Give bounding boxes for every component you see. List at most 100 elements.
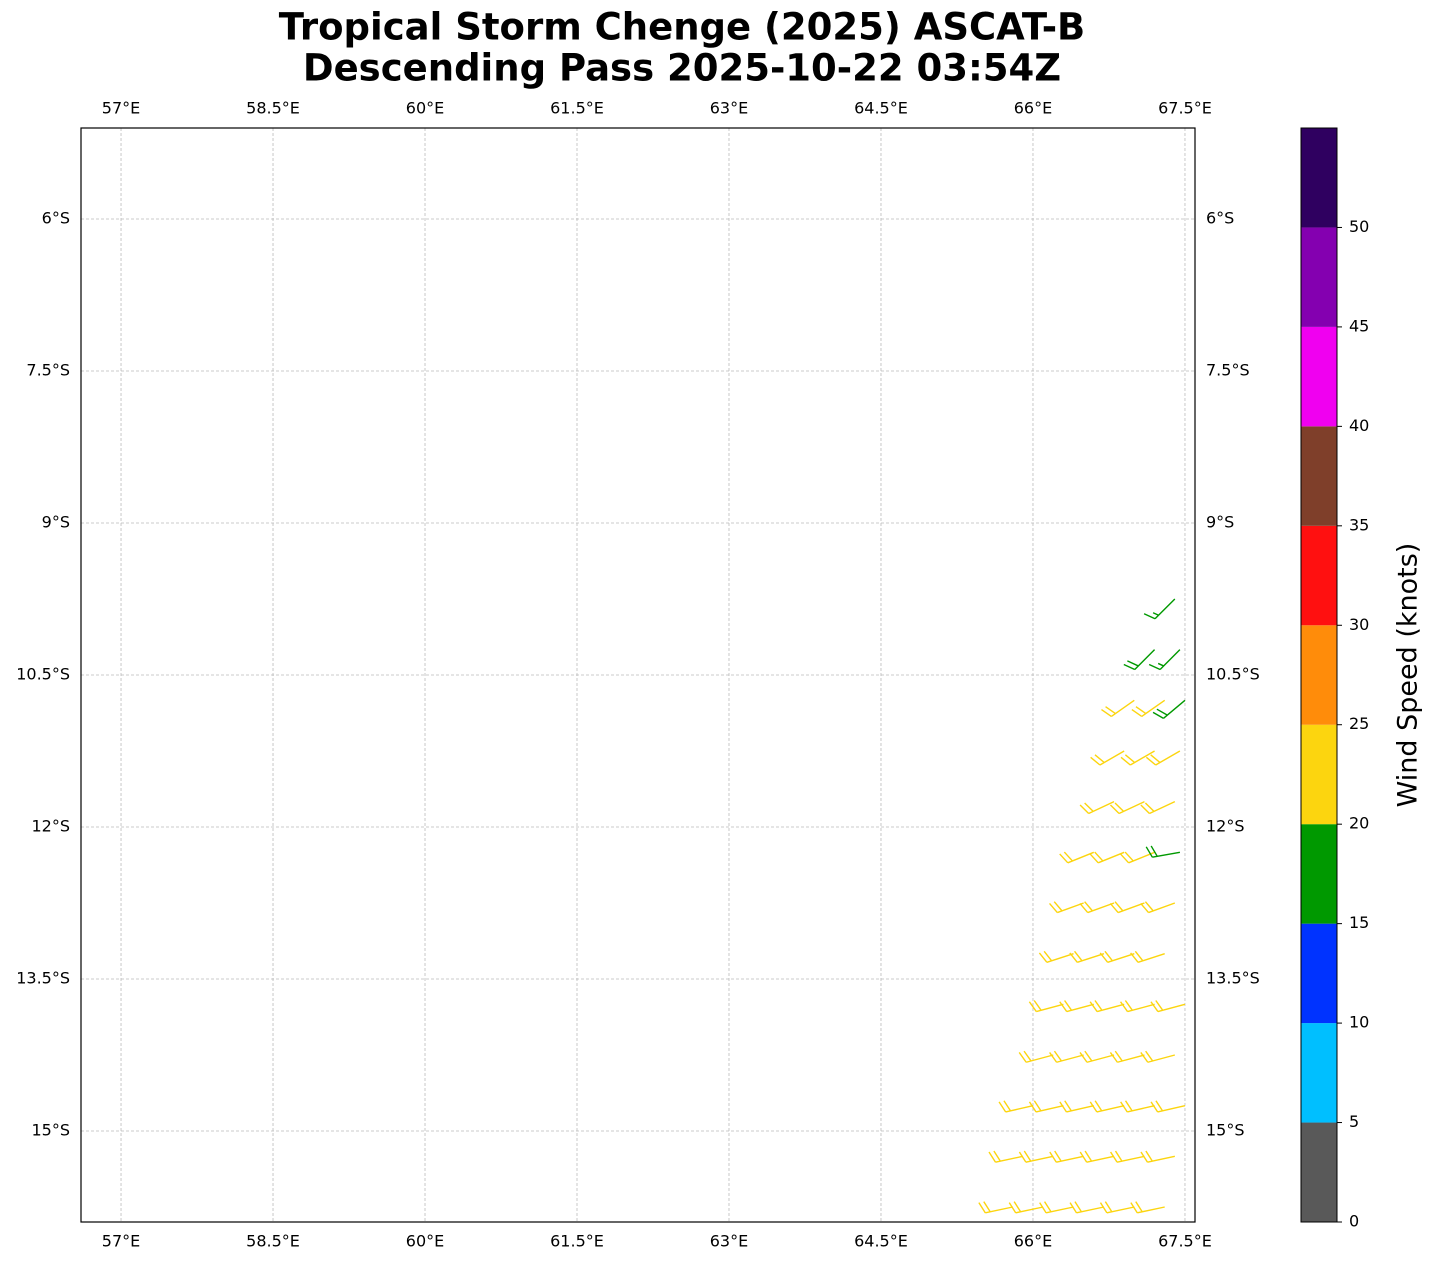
wind-barb	[1109, 801, 1145, 815]
colorbar-label: Wind Speed (knots)	[1393, 543, 1424, 808]
colorbar-tick-label: 50	[1349, 217, 1369, 236]
wind-barb	[1079, 1150, 1115, 1163]
wind-barb	[1152, 699, 1186, 719]
wind-barb	[1090, 750, 1125, 766]
x-tick-label: 67.5°E	[1158, 1232, 1212, 1251]
wind-barb	[1089, 1000, 1125, 1013]
wind-barb	[1039, 1201, 1074, 1214]
wind-barb	[1140, 801, 1176, 815]
wind-barb	[1110, 1150, 1145, 1163]
x-tick-label: 58.5°E	[246, 1232, 300, 1251]
wind-barb	[1059, 1000, 1094, 1013]
colorbar-frame	[1300, 127, 1338, 1223]
wind-barb	[1089, 1100, 1125, 1113]
colorbar-tick-label: 0	[1349, 1212, 1359, 1231]
wind-barb	[1028, 1100, 1064, 1113]
wind-barb	[1145, 750, 1181, 766]
colorbar-tick-label: 10	[1349, 1013, 1369, 1032]
wind-barb	[1109, 901, 1145, 914]
colorbar-segment	[1301, 525, 1337, 626]
colorbar-tick-label: 25	[1349, 714, 1369, 733]
wind-barb	[1038, 950, 1074, 963]
colorbar-segment	[1301, 923, 1337, 1024]
wind-barb	[1069, 950, 1105, 963]
wind-barb	[1059, 851, 1095, 864]
y-tick-label: 10.5°S	[16, 665, 70, 684]
x-tick-label: 66°E	[1014, 1232, 1052, 1251]
x-tick-label: 61.5°E	[550, 99, 604, 118]
plot-frame	[80, 127, 1196, 1223]
x-tick-label: 67.5°E	[1158, 99, 1212, 118]
colorbar-tick-label: 20	[1349, 814, 1369, 833]
y-tick-label: 6°S	[42, 208, 70, 227]
x-tick-label: 57°E	[102, 99, 140, 118]
colorbar-tick-label: 15	[1349, 913, 1369, 932]
y-tick-label: 12°S	[1206, 817, 1245, 836]
wind-barb	[1069, 1201, 1105, 1214]
wind-barb	[988, 1150, 1023, 1163]
y-tick-label: 13.5°S	[16, 969, 70, 988]
wind-barb	[1140, 1050, 1176, 1063]
x-tick-label: 64.5°E	[854, 99, 908, 118]
x-tick-label: 61.5°E	[550, 1232, 604, 1251]
wind-barb	[1101, 699, 1135, 717]
x-tick-label: 63°E	[710, 1232, 748, 1251]
wind-barb	[1150, 1000, 1186, 1013]
wind-barb	[1099, 950, 1135, 963]
x-tick-label: 60°E	[406, 1232, 444, 1251]
wind-barb	[1018, 1050, 1054, 1063]
x-tick-label: 64.5°E	[854, 1232, 908, 1251]
y-tick-label: 9°S	[42, 512, 70, 531]
y-tick-label: 15°S	[1206, 1121, 1245, 1140]
wind-barb	[1148, 649, 1181, 671]
wind-barb	[1109, 1050, 1145, 1063]
wind-barb	[1140, 901, 1176, 914]
colorbar-segment	[1301, 1023, 1337, 1123]
colorbar-tick-label: 30	[1349, 615, 1369, 634]
wind-barb	[1130, 1201, 1165, 1214]
y-tick-label: 7.5°S	[26, 360, 70, 379]
y-tick-label: 12°S	[31, 817, 70, 836]
x-tick-label: 58.5°E	[246, 99, 300, 118]
wind-barb	[1018, 1150, 1054, 1163]
wind-barb	[1143, 598, 1176, 620]
chart-title: Tropical Storm Chenge (2025) ASCAT-B	[279, 6, 1086, 49]
wind-barb	[978, 1201, 1013, 1214]
wind-barb	[1131, 699, 1166, 717]
wind-barb	[1130, 950, 1165, 963]
y-tick-label: 6°S	[1206, 208, 1234, 227]
x-tick-label: 57°E	[102, 1232, 140, 1251]
wind-barb	[1048, 901, 1084, 914]
wind-barb	[1119, 1000, 1155, 1013]
colorbar-segment	[1301, 724, 1337, 825]
colorbar-tick-label: 35	[1349, 515, 1369, 534]
y-tick-label: 10.5°S	[1206, 665, 1260, 684]
wind-barb	[1089, 851, 1125, 864]
x-tick-label: 60°E	[406, 99, 444, 118]
wind-barb	[1123, 649, 1156, 671]
chart-title: Descending Pass 2025-10-22 03:54Z	[303, 47, 1061, 90]
x-tick-label: 66°E	[1014, 99, 1052, 118]
y-tick-label: 9°S	[1206, 512, 1234, 531]
colorbar-segment	[1301, 625, 1337, 725]
y-tick-label: 13.5°S	[1206, 969, 1260, 988]
colorbar-segment	[1301, 824, 1337, 924]
wind-barb	[1145, 845, 1181, 858]
colorbar-tick-label: 5	[1349, 1112, 1359, 1131]
y-tick-label: 7.5°S	[1206, 360, 1250, 379]
y-tick-label: 15°S	[31, 1121, 70, 1140]
colorbar-segment	[1301, 326, 1337, 427]
x-tick-label: 63°E	[710, 99, 748, 118]
wind-barb	[1079, 901, 1115, 914]
wind-barb	[1049, 1150, 1084, 1163]
wind-barb	[1120, 1100, 1155, 1113]
colorbar-segment	[1301, 128, 1337, 228]
colorbar-segment	[1301, 227, 1337, 327]
wind-barb	[1008, 1201, 1044, 1214]
wind-barb	[1120, 750, 1155, 766]
wind-barb	[1049, 1050, 1084, 1063]
wind-barb	[1140, 1150, 1175, 1163]
colorbar-segment	[1301, 426, 1337, 526]
